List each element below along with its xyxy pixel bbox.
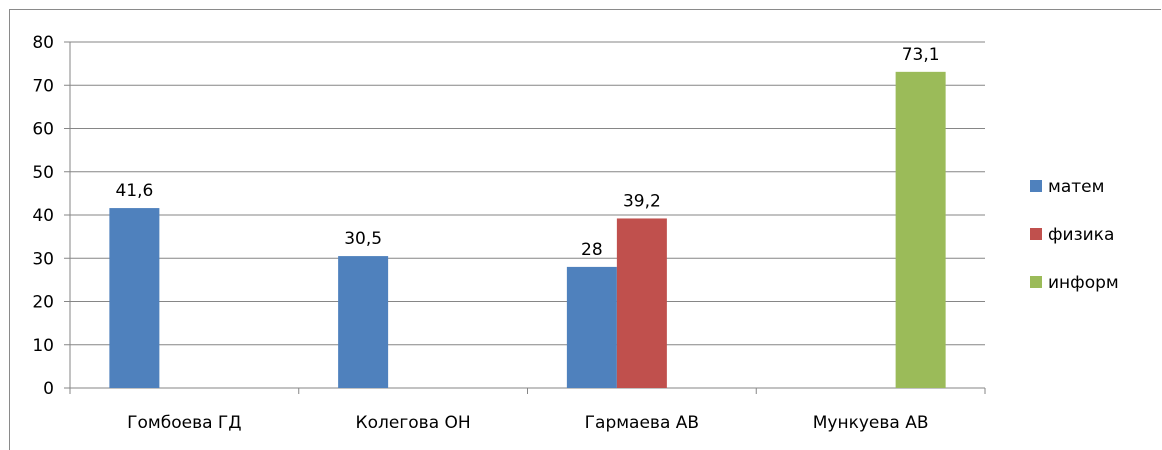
- data-label: 41,6: [115, 181, 153, 201]
- x-category-label: Колегова ОН: [356, 413, 471, 433]
- y-axis: 0 10 20 30 40 50 60 70 80: [32, 33, 71, 399]
- y-tick-label: 80: [32, 33, 54, 53]
- legend-label: информ: [1048, 273, 1119, 293]
- data-label: 73,1: [902, 45, 940, 65]
- data-labels: 41,6 30,5 28 39,2 73,1: [115, 45, 939, 260]
- data-label: 30,5: [344, 229, 382, 249]
- legend-swatch-матем: [1030, 180, 1042, 192]
- legend-label: матем: [1048, 177, 1104, 197]
- legend-swatch-физика: [1030, 228, 1042, 240]
- y-tick-label: 60: [32, 120, 54, 140]
- bar-информ: [895, 71, 946, 388]
- y-tick-label: 20: [32, 293, 54, 313]
- y-tick-label: 70: [32, 76, 54, 96]
- data-label: 39,2: [623, 191, 661, 211]
- bar-матем: [566, 266, 617, 388]
- x-axis: Гомбоева ГД Колегова ОН Гармаева АВ Мункуев…: [69, 387, 986, 433]
- bar-физика: [616, 218, 667, 388]
- bar-матем: [109, 208, 160, 388]
- chart-frame: [9, 9, 1161, 450]
- bar-матем: [338, 256, 389, 388]
- y-tick-label: 30: [32, 249, 54, 269]
- y-tick-label: 0: [43, 379, 54, 399]
- y-tick-label: 50: [32, 163, 54, 183]
- legend: матем физика информ: [1030, 177, 1119, 293]
- legend-swatch-информ: [1030, 276, 1042, 288]
- bars: [109, 71, 946, 388]
- legend-label: физика: [1048, 225, 1114, 245]
- x-category-label: Гармаева АВ: [585, 413, 699, 433]
- x-category-label: Мункуева АВ: [813, 413, 929, 433]
- gridlines: [70, 41, 985, 389]
- y-tick-label: 10: [32, 336, 54, 356]
- x-category-label: Гомбоева ГД: [127, 413, 241, 433]
- y-tick-label: 40: [32, 206, 54, 226]
- data-label: 28: [581, 240, 603, 260]
